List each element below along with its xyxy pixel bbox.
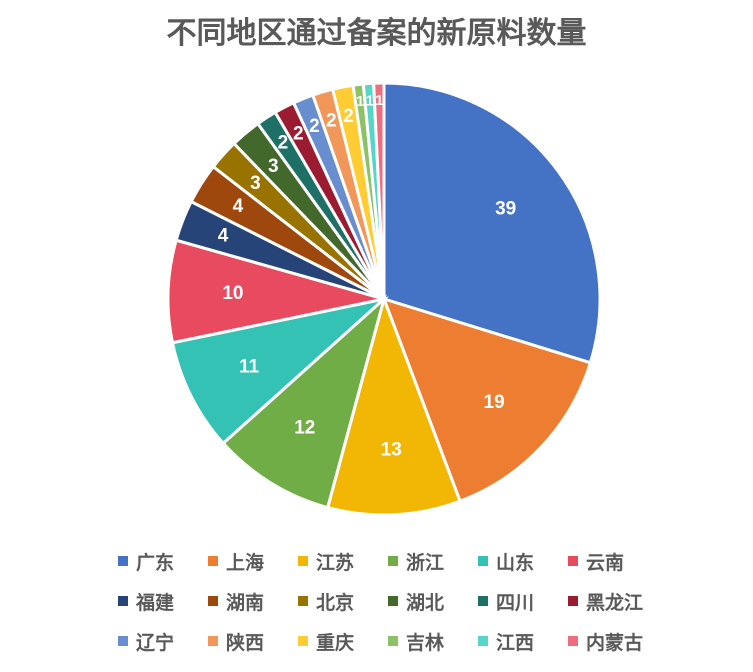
- legend-swatch: [118, 596, 128, 606]
- pie-slice-上海: [381, 296, 593, 504]
- legend: 广东 上海 江苏 浙江 山东 云南福建 湖南 北京 湖北 四川 黑龙江辽宁 陕西 重庆 吉林 江西 内蒙古: [118, 548, 678, 654]
- legend-swatch: [118, 636, 128, 646]
- legend-swatch: [208, 556, 218, 566]
- legend-swatch: [478, 556, 488, 566]
- legend-item: 湖北: [388, 588, 478, 614]
- data-label: 3: [268, 156, 279, 177]
- legend-swatch: [118, 556, 128, 566]
- data-label: 12: [294, 417, 315, 438]
- chart-title: 不同地区通过备案的新原料数量: [166, 16, 587, 51]
- legend-label: 广东: [136, 551, 175, 574]
- data-label: 11: [239, 357, 260, 378]
- data-label: 4: [218, 226, 229, 247]
- legend-label: 湖北: [406, 591, 445, 614]
- legend-item: 陕西: [208, 628, 298, 654]
- legend-label: 江苏: [316, 551, 355, 574]
- legend-item: 山东: [478, 548, 568, 574]
- data-label: 19: [484, 392, 505, 413]
- data-label: 2: [309, 116, 320, 137]
- legend-swatch: [208, 636, 218, 646]
- legend-item: 福建: [118, 588, 208, 614]
- legend-item: 辽宁: [118, 628, 208, 654]
- data-label: 1: [366, 92, 374, 109]
- legend-item: 黑龙江: [568, 588, 658, 614]
- legend-label: 湖南: [226, 591, 265, 614]
- legend-label: 北京: [316, 591, 355, 614]
- data-label: 4: [233, 196, 244, 217]
- legend-swatch: [388, 556, 398, 566]
- legend-item: 吉林: [388, 628, 478, 654]
- data-label: 2: [278, 133, 289, 154]
- data-label: 10: [222, 283, 243, 304]
- legend-label: 四川: [496, 591, 535, 614]
- legend-item: 内蒙古: [568, 628, 658, 654]
- legend-item: 四川: [478, 588, 568, 614]
- legend-swatch: [298, 596, 308, 606]
- legend-label: 江西: [496, 631, 535, 654]
- pie-slice-广东: [382, 81, 602, 365]
- legend-swatch: [568, 636, 578, 646]
- legend-item: 北京: [298, 588, 388, 614]
- legend-swatch: [478, 596, 488, 606]
- pie-slice-内蒙古: [372, 81, 386, 300]
- legend-label: 吉林: [406, 631, 445, 654]
- legend-label: 内蒙古: [586, 631, 644, 654]
- legend-label: 浙江: [406, 551, 445, 574]
- legend-item: 湖南: [208, 588, 298, 614]
- legend-item: 浙江: [388, 548, 478, 574]
- legend-label: 重庆: [316, 631, 355, 654]
- legend-swatch: [298, 556, 308, 566]
- legend-swatch: [388, 596, 398, 606]
- legend-label: 福建: [136, 591, 175, 614]
- legend-item: 上海: [208, 548, 298, 574]
- legend-label: 山东: [496, 551, 535, 574]
- legend-label: 黑龙江: [586, 591, 644, 614]
- legend-swatch: [208, 596, 218, 606]
- data-label: 2: [326, 110, 337, 131]
- legend-item: 重庆: [298, 628, 388, 654]
- legend-label: 云南: [586, 551, 625, 574]
- pie-slice-山东: [170, 296, 390, 446]
- legend-label: 上海: [226, 551, 265, 574]
- legend-item: 江苏: [298, 548, 388, 574]
- legend-label: 辽宁: [136, 631, 175, 654]
- data-label: 2: [343, 106, 354, 127]
- legend-swatch: [388, 636, 398, 646]
- legend-swatch: [478, 636, 488, 646]
- legend-swatch: [568, 596, 578, 606]
- pie-slice-浙江: [221, 294, 387, 510]
- data-label: 13: [381, 440, 402, 461]
- legend-item: 江西: [478, 628, 568, 654]
- data-label: 1: [375, 92, 383, 109]
- legend-label: 陕西: [226, 631, 265, 654]
- legend-item: 云南: [568, 548, 658, 574]
- pie-slice-江苏: [325, 294, 462, 517]
- data-label: 3: [250, 173, 261, 194]
- legend-swatch: [568, 556, 578, 566]
- data-label: 2: [293, 124, 304, 145]
- legend-item: 广东: [118, 548, 208, 574]
- data-label: 39: [495, 199, 516, 220]
- pie-slice-云南: [166, 238, 385, 345]
- legend-swatch: [298, 636, 308, 646]
- data-label: 1: [356, 93, 364, 110]
